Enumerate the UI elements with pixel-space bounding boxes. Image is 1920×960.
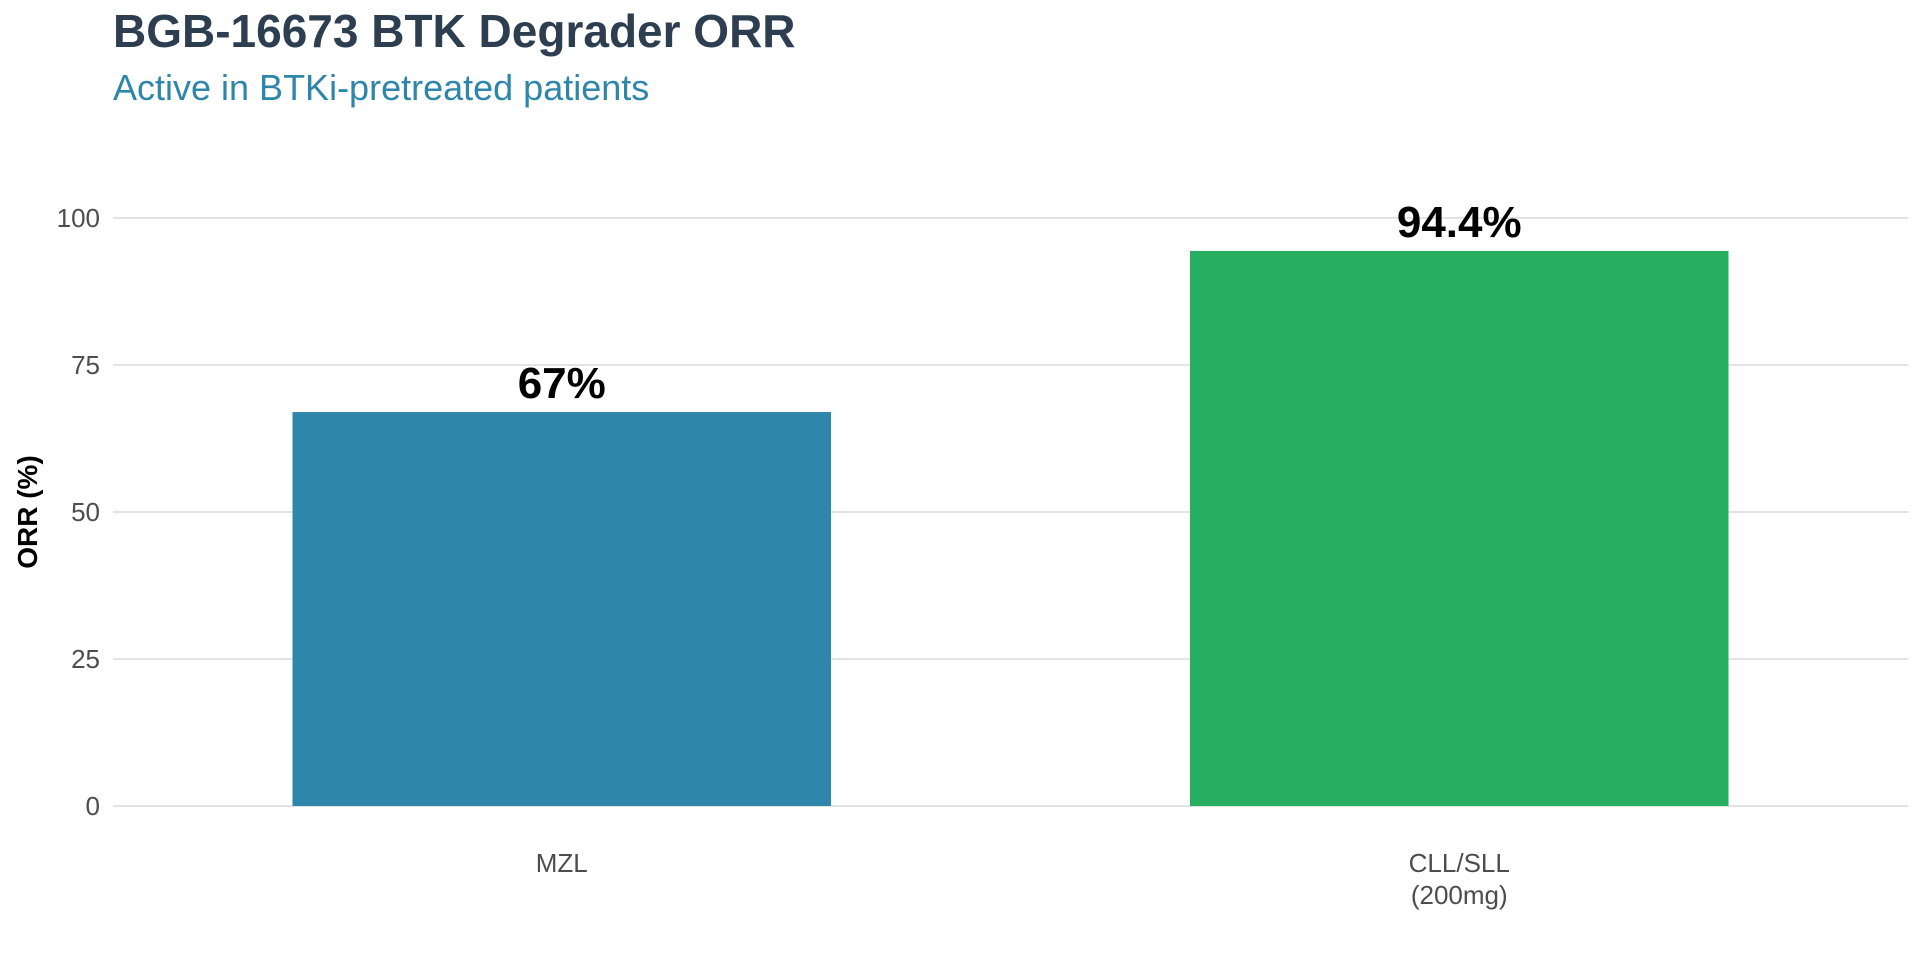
y-axis-ticks: 0 25 50 75 100 xyxy=(57,203,100,821)
y-tick-label-50: 50 xyxy=(71,497,100,527)
y-axis-title: ORR (%) xyxy=(12,455,43,569)
bar-1 xyxy=(1190,250,1729,807)
x-tick-label-1: CLL/SLL (200mg) xyxy=(1409,848,1510,910)
x-tick-label-0: MZL xyxy=(536,848,588,878)
data-label-0: 67% xyxy=(518,359,606,408)
chart-title: BGB-16673 BTK Degrader ORR xyxy=(113,5,796,57)
y-tick-label-0: 0 xyxy=(86,791,100,821)
data-label-1: 94.4% xyxy=(1397,198,1522,247)
chart-subtitle: Active in BTKi-pretreated patients xyxy=(113,67,650,108)
y-tick-label-75: 75 xyxy=(71,350,100,380)
bar-0 xyxy=(292,412,831,806)
data-labels: 67% 94.4% xyxy=(518,198,1522,408)
y-tick-label-100: 100 xyxy=(57,203,100,233)
x-axis-ticks: MZL CLL/SLL (200mg) xyxy=(536,848,1510,910)
y-tick-label-25: 25 xyxy=(71,644,100,674)
bars xyxy=(292,250,1729,807)
